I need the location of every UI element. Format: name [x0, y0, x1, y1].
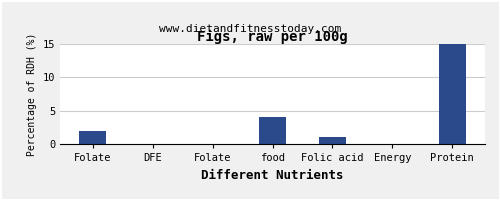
Bar — [438, 44, 466, 144]
Text: www.dietandfitnesstoday.com: www.dietandfitnesstoday.com — [159, 24, 341, 34]
Y-axis label: Percentage of RDH (%): Percentage of RDH (%) — [27, 32, 37, 156]
Bar — [259, 117, 286, 144]
Bar — [319, 137, 346, 144]
Bar — [80, 131, 106, 144]
Title: Figs, raw per 100g: Figs, raw per 100g — [197, 30, 348, 44]
X-axis label: Different Nutrients: Different Nutrients — [201, 169, 344, 182]
